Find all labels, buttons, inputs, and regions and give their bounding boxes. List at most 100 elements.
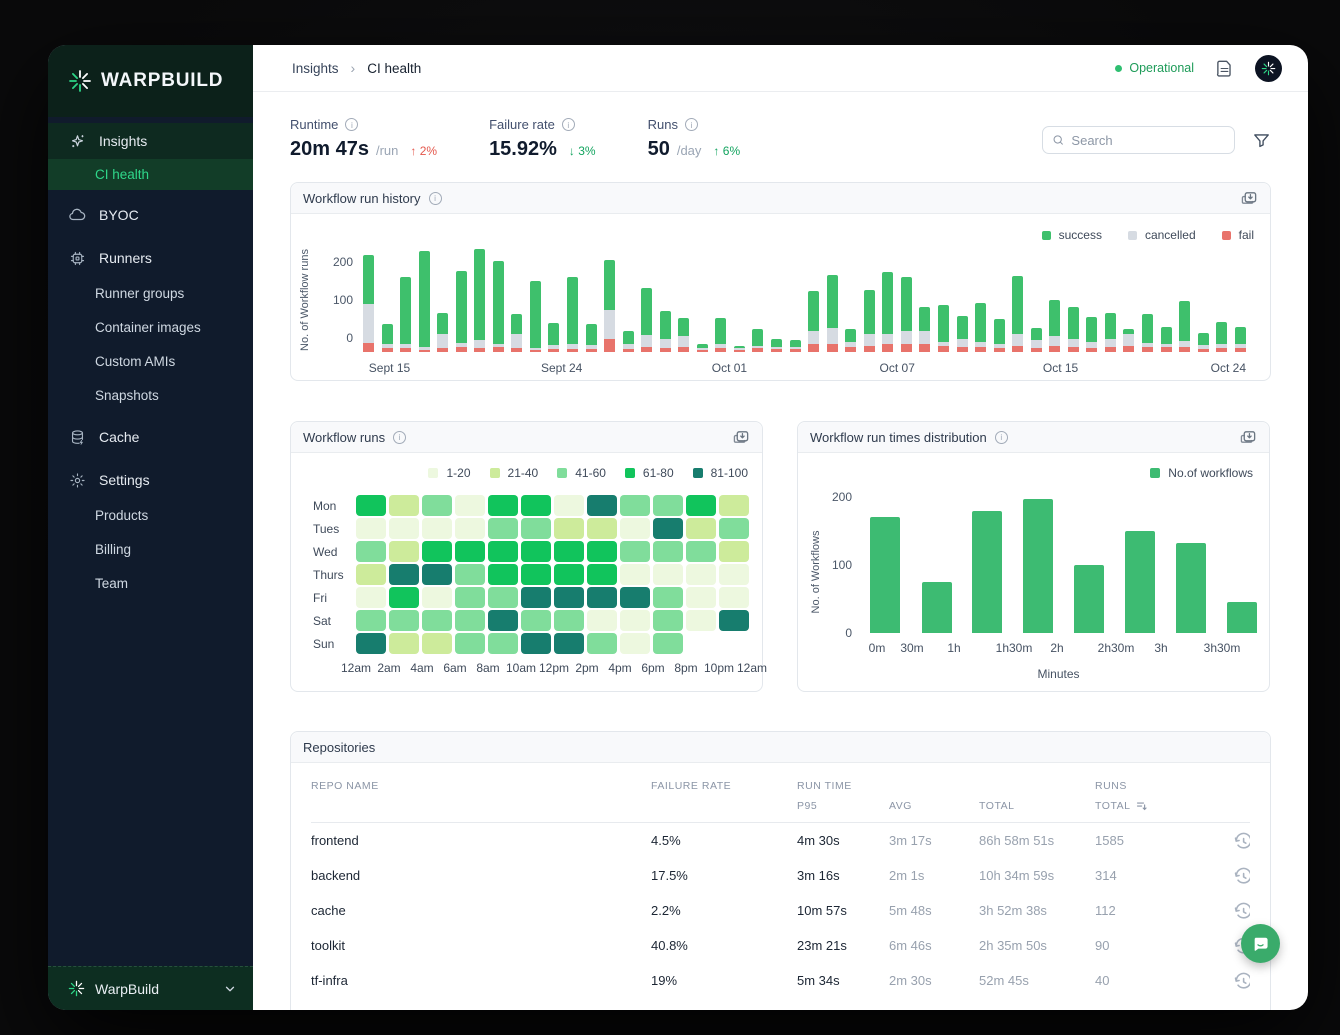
history-bar[interactable] [1049,299,1061,352]
heatmap-cell[interactable] [389,587,419,608]
export-icon[interactable] [1241,190,1258,206]
heatmap-cell[interactable] [554,633,584,654]
distribution-bar[interactable] [1125,531,1155,633]
history-bar[interactable] [1216,321,1228,352]
heatmap-cell[interactable] [719,541,749,562]
distribution-bar[interactable] [1176,543,1206,633]
history-bar[interactable] [529,281,541,352]
heatmap-cell[interactable] [356,564,386,585]
heatmap-cell[interactable] [422,518,452,539]
heatmap-cell[interactable] [422,495,452,516]
heatmap-cell[interactable] [422,564,452,585]
heatmap-cell[interactable] [389,495,419,516]
heatmap-cell[interactable] [488,564,518,585]
history-bar[interactable] [733,345,745,352]
heatmap-cell[interactable] [620,495,650,516]
history-bar[interactable] [900,277,912,352]
heatmap-cell[interactable] [488,495,518,516]
col-repo-name[interactable]: REPO NAME [311,780,379,792]
heatmap-cell[interactable] [653,633,683,654]
heatmap-cell[interactable] [686,518,716,539]
heatmap-cell[interactable] [719,587,749,608]
sidebar-item-team[interactable]: Team [95,575,129,591]
heatmap-cell[interactable] [488,587,518,608]
history-bar[interactable] [882,271,894,352]
sidebar-item-products[interactable]: Products [95,507,149,523]
heatmap-cell[interactable] [356,495,386,516]
run-history-icon[interactable] [1233,832,1250,849]
heatmap-cell[interactable] [686,587,716,608]
sidebar-item-custom-amis[interactable]: Custom AMIs [95,353,176,369]
history-bar[interactable] [993,319,1005,352]
history-bar[interactable] [937,304,949,352]
heatmap-cell[interactable] [620,564,650,585]
history-bar[interactable] [956,316,968,352]
heatmap-cell[interactable] [554,541,584,562]
history-bar[interactable] [863,289,875,352]
heatmap-cell[interactable] [389,518,419,539]
repository-row[interactable]: cache 2.2% 10m 57s 5m 48s 3h 52m 38s 112 [311,893,1250,928]
heatmap-cell[interactable] [686,610,716,631]
history-bar[interactable] [826,275,838,352]
heatmap-cell[interactable] [719,564,749,585]
col-runs-total[interactable]: TOTAL [1095,800,1191,812]
status-badge[interactable]: Operational [1115,61,1194,75]
history-bar[interactable] [400,277,412,352]
history-bar[interactable] [1067,306,1079,352]
heatmap-cell[interactable] [389,610,419,631]
history-bar[interactable] [548,323,560,352]
distribution-bar[interactable] [1023,499,1053,633]
history-bar[interactable] [975,303,987,352]
heatmap-cell[interactable] [521,587,551,608]
heatmap-cell[interactable] [620,541,650,562]
search-input[interactable] [1071,132,1225,148]
sidebar-item-billing[interactable]: Billing [95,541,132,557]
history-bar[interactable] [1086,317,1098,352]
heatmap-cell[interactable] [587,610,617,631]
heatmap-cell[interactable] [455,610,485,631]
heatmap-cell[interactable] [521,564,551,585]
heatmap-cell[interactable] [389,541,419,562]
info-icon[interactable]: i [393,430,407,444]
history-bar[interactable] [1012,276,1024,352]
run-history-icon[interactable] [1233,867,1250,884]
chat-launcher-button[interactable] [1241,924,1280,963]
heatmap-cell[interactable] [422,633,452,654]
col-p95[interactable]: P95 [797,800,818,812]
heatmap-cell[interactable] [455,495,485,516]
history-bar[interactable] [418,250,430,352]
heatmap-cell[interactable] [653,587,683,608]
history-bar[interactable] [1179,300,1191,352]
heatmap-cell[interactable] [653,518,683,539]
repository-row[interactable]: toolkit 40.8% 23m 21s 6m 46s 2h 35m 50s 90 [311,928,1250,963]
heatmap-cell[interactable] [587,541,617,562]
sidebar-item-cache[interactable]: Cache [48,419,253,455]
heatmap-cell[interactable] [587,633,617,654]
heatmap-cell[interactable] [422,587,452,608]
repository-row[interactable]: frontend 4.5% 4m 30s 3m 17s 86h 58m 51s 1585 [311,823,1250,858]
repository-row[interactable]: tf-infra 19% 5m 34s 2m 30s 52m 45s 40 [311,963,1250,998]
distribution-bar[interactable] [1227,602,1257,633]
heatmap-cell[interactable] [521,541,551,562]
heatmap-cell[interactable] [587,518,617,539]
heatmap-cell[interactable] [356,518,386,539]
repository-row[interactable]: backend 17.5% 3m 16s 2m 1s 10h 34m 59s 314 [311,858,1250,893]
heatmap-cell[interactable] [554,495,584,516]
heatmap-cell[interactable] [653,495,683,516]
info-icon[interactable]: i [684,118,698,131]
heatmap-cell[interactable] [455,587,485,608]
heatmap-cell[interactable] [389,564,419,585]
heatmap-cell[interactable] [686,541,716,562]
history-bar[interactable] [1123,328,1135,352]
heatmap-cell[interactable] [620,518,650,539]
history-bar[interactable] [622,331,634,352]
sidebar-item-snapshots[interactable]: Snapshots [95,387,159,403]
heatmap-cell[interactable] [620,633,650,654]
distribution-bar[interactable] [972,510,1002,633]
distribution-bar[interactable] [870,517,900,633]
history-bar[interactable] [363,254,374,352]
sidebar-item-insights[interactable]: Insights [48,123,253,159]
history-bar[interactable] [715,318,727,352]
heatmap-cell[interactable] [587,495,617,516]
heatmap-cell[interactable] [356,633,386,654]
